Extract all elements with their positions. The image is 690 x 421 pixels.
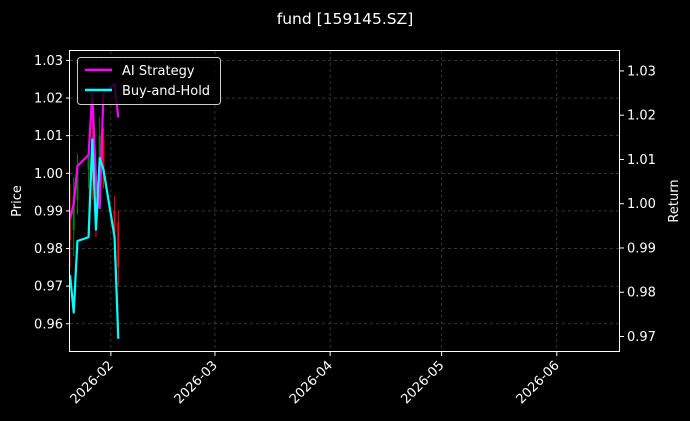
left-y-axis-title: Price: [10, 185, 25, 217]
right-y-tick-label: 0.99: [627, 241, 656, 256]
legend: AI Strategy Buy-and-Hold: [77, 57, 221, 105]
x-tick-label: 2026-04: [287, 358, 336, 407]
plot-frame: [69, 50, 620, 352]
right-y-axis-title: Return: [667, 179, 682, 222]
left-y-tick-label: 1.03: [34, 54, 63, 69]
x-tick-label: 2026-05: [398, 358, 447, 407]
axis-ticks: 2026-02 2026-03 2026-04 2026-05 2026-06 0.96 0…: [34, 54, 656, 407]
chart-title: fund [159145.SZ]: [277, 10, 414, 28]
right-y-tick-label: 1.02: [627, 109, 656, 124]
left-y-tick-label: 0.99: [34, 204, 63, 219]
right-y-tick-label: 0.98: [627, 286, 656, 301]
candle-body: [98, 135, 101, 170]
legend-box: [77, 57, 221, 105]
right-y-tick-label: 1.03: [627, 64, 656, 79]
candle-body: [113, 210, 116, 234]
left-y-tick-label: 1.00: [34, 167, 63, 182]
candle-body: [76, 169, 79, 200]
right-y-tick-label: 0.97: [627, 330, 656, 345]
left-y-tick-label: 0.98: [34, 242, 63, 257]
left-y-tick-label: 1.02: [34, 92, 63, 107]
candle-body: [72, 195, 75, 230]
x-tick-label: 2026-06: [514, 358, 563, 407]
left-y-tick-label: 0.97: [34, 280, 63, 295]
left-y-tick-label: 1.01: [34, 129, 63, 144]
series-line-buy-and-hold: [68, 138, 120, 339]
x-tick-label: 2026-03: [172, 358, 221, 407]
legend-label-ai-strategy: AI Strategy: [122, 64, 195, 79]
right-y-tick-label: 1.01: [627, 153, 656, 168]
right-y-tick-label: 1.00: [627, 197, 656, 212]
legend-label-buy-and-hold: Buy-and-Hold: [122, 84, 210, 99]
x-tick-label: 2026-02: [68, 358, 117, 407]
candle-body: [87, 154, 90, 170]
grid: [70, 51, 620, 352]
candle-body: [102, 139, 105, 174]
candle-body: [117, 222, 120, 268]
left-y-tick-label: 0.96: [34, 317, 63, 332]
